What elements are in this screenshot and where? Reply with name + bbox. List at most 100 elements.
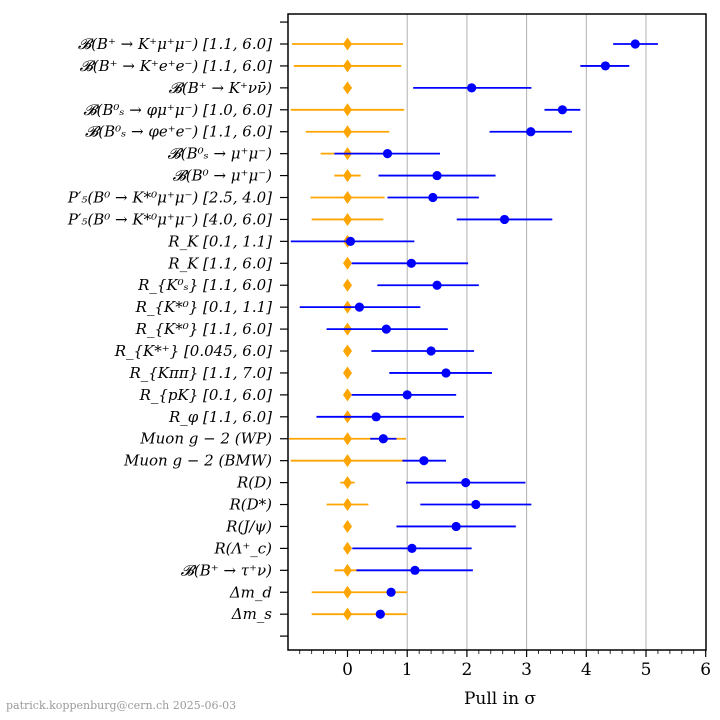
measurement bbox=[375, 609, 385, 619]
measurement-marker bbox=[432, 280, 442, 290]
measurement-marker bbox=[428, 192, 438, 203]
sm-prediction bbox=[343, 81, 352, 95]
measurement bbox=[389, 368, 492, 378]
row-label: R_{Kππ} [1.1, 7.0] bbox=[128, 364, 272, 382]
x-tick-label: 5 bbox=[641, 660, 652, 680]
sm-prediction bbox=[343, 278, 352, 292]
sm-marker bbox=[343, 432, 352, 446]
measurement-marker bbox=[451, 521, 461, 532]
sm-marker bbox=[343, 103, 352, 117]
sm-prediction bbox=[310, 191, 385, 205]
row-labels: 𝓑(B⁺ → K⁺μ⁺μ⁻) [1.1, 6.0] 𝓑(B⁺ → K⁺e⁺e⁻) … bbox=[67, 35, 272, 623]
sm-marker bbox=[343, 388, 352, 402]
sm-marker bbox=[343, 366, 352, 380]
row-label: 𝓑(B⁺ → K⁺νν̄) bbox=[169, 79, 272, 97]
measurement bbox=[351, 390, 457, 400]
measurement bbox=[290, 236, 415, 246]
sm-prediction bbox=[290, 454, 405, 468]
row-label: Muon g − 2 (WP) bbox=[139, 430, 272, 448]
measurement-marker bbox=[381, 324, 391, 334]
x-tick-label: 4 bbox=[581, 660, 592, 680]
measurement bbox=[413, 83, 532, 93]
x-axis: 0 1 2 3 4 5 6 bbox=[280, 21, 711, 680]
row-label: 𝓑(B⁰ → μ⁺μ⁻) bbox=[173, 167, 273, 185]
row-label: Δm_s bbox=[231, 605, 273, 623]
measurement bbox=[402, 456, 447, 466]
row-label: 𝓑(B⁺ → K⁺μ⁺μ⁻) [1.1, 6.0] bbox=[78, 35, 272, 53]
sm-marker bbox=[343, 476, 352, 490]
x-tick-label: 6 bbox=[700, 660, 711, 680]
measurement bbox=[613, 39, 658, 49]
row-label: 𝓑(B⁰ₛ → φe⁺e⁻) [1.1, 6.0] bbox=[85, 123, 272, 141]
measurement-marker bbox=[432, 170, 442, 181]
measurement bbox=[406, 478, 526, 488]
x-tick-label: 2 bbox=[461, 660, 472, 680]
grid-lines bbox=[406, 14, 647, 650]
sm-prediction bbox=[343, 519, 352, 533]
row-label: Muon g − 2 (BMW) bbox=[123, 452, 272, 470]
measurement-marker bbox=[345, 236, 356, 246]
sm-marker bbox=[343, 585, 352, 599]
measurement-marker bbox=[499, 214, 510, 225]
measurement-marker bbox=[371, 412, 381, 422]
plot-frame bbox=[287, 13, 707, 651]
measurement bbox=[356, 565, 473, 575]
row-label: R_{K⁰ₛ} [1.1, 6.0] bbox=[137, 276, 272, 294]
sm-marker bbox=[343, 256, 352, 270]
sm-marker bbox=[343, 278, 352, 292]
x-tick-label: 0 bbox=[342, 660, 353, 680]
x-tick-label: 1 bbox=[402, 660, 413, 680]
measurement-marker bbox=[410, 565, 420, 575]
row-label: 𝓑(B⁺ → τ⁺ν) bbox=[181, 561, 272, 579]
sm-prediction bbox=[334, 563, 361, 577]
sm-marker bbox=[343, 81, 352, 95]
measurement-marker bbox=[467, 83, 477, 93]
measurement-marker bbox=[461, 478, 471, 488]
sm-prediction bbox=[311, 212, 384, 226]
row-label: R_{K*⁺} [0.045, 6.0] bbox=[114, 342, 272, 360]
measurement bbox=[370, 434, 397, 444]
sm-prediction bbox=[311, 607, 408, 621]
x-tick-label: 3 bbox=[521, 660, 532, 680]
row-label: R_φ [1.1, 6.0] bbox=[168, 408, 272, 426]
row-label: 𝓑(B⁰ₛ → μ⁺μ⁻) bbox=[168, 145, 273, 163]
measurement-marker bbox=[386, 587, 396, 597]
sm-marker bbox=[343, 212, 352, 226]
row-label: R_{K*⁰} [1.1, 6.0] bbox=[135, 320, 272, 338]
sm-marker bbox=[343, 169, 352, 183]
measurement bbox=[377, 280, 479, 290]
measurement-marker bbox=[375, 609, 385, 619]
sm-prediction bbox=[293, 59, 402, 73]
measurement bbox=[456, 214, 553, 225]
measurement bbox=[544, 105, 581, 115]
row-label: R(D*) bbox=[228, 496, 272, 514]
measurement bbox=[420, 499, 532, 510]
credit-text: patrick.koppenburg@cern.ch 2025-06-03 bbox=[6, 699, 237, 712]
row-label: R(Λ⁺_c) bbox=[213, 539, 272, 557]
x-axis-label: Pull in σ bbox=[464, 689, 536, 709]
measurement bbox=[378, 170, 496, 181]
row-label: P′₅(B⁰ → K*⁰μ⁺μ⁻) [4.0, 6.0] bbox=[67, 210, 272, 228]
measurement bbox=[316, 412, 464, 422]
sm-marker bbox=[343, 125, 352, 139]
measurement bbox=[386, 587, 396, 597]
measurement-marker bbox=[471, 499, 481, 510]
sm-prediction bbox=[343, 388, 352, 402]
data-series bbox=[288, 37, 658, 621]
measurement-marker bbox=[600, 61, 611, 71]
row-label: 𝓑(B⁺ → K⁺e⁺e⁻) [1.1, 6.0] bbox=[80, 57, 273, 75]
measurement bbox=[580, 61, 630, 71]
sm-prediction bbox=[305, 125, 390, 139]
sm-prediction bbox=[334, 169, 361, 183]
measurement-marker bbox=[406, 258, 416, 268]
measurement bbox=[371, 346, 475, 356]
sm-prediction bbox=[290, 103, 405, 117]
measurement bbox=[489, 127, 572, 137]
sm-marker bbox=[343, 563, 352, 577]
measurement-marker bbox=[402, 390, 412, 400]
measurement bbox=[351, 258, 469, 268]
row-label: R(D) bbox=[236, 474, 272, 492]
sm-marker bbox=[343, 191, 352, 205]
row-label: R_{pK} [0.1, 6.0] bbox=[139, 386, 273, 404]
